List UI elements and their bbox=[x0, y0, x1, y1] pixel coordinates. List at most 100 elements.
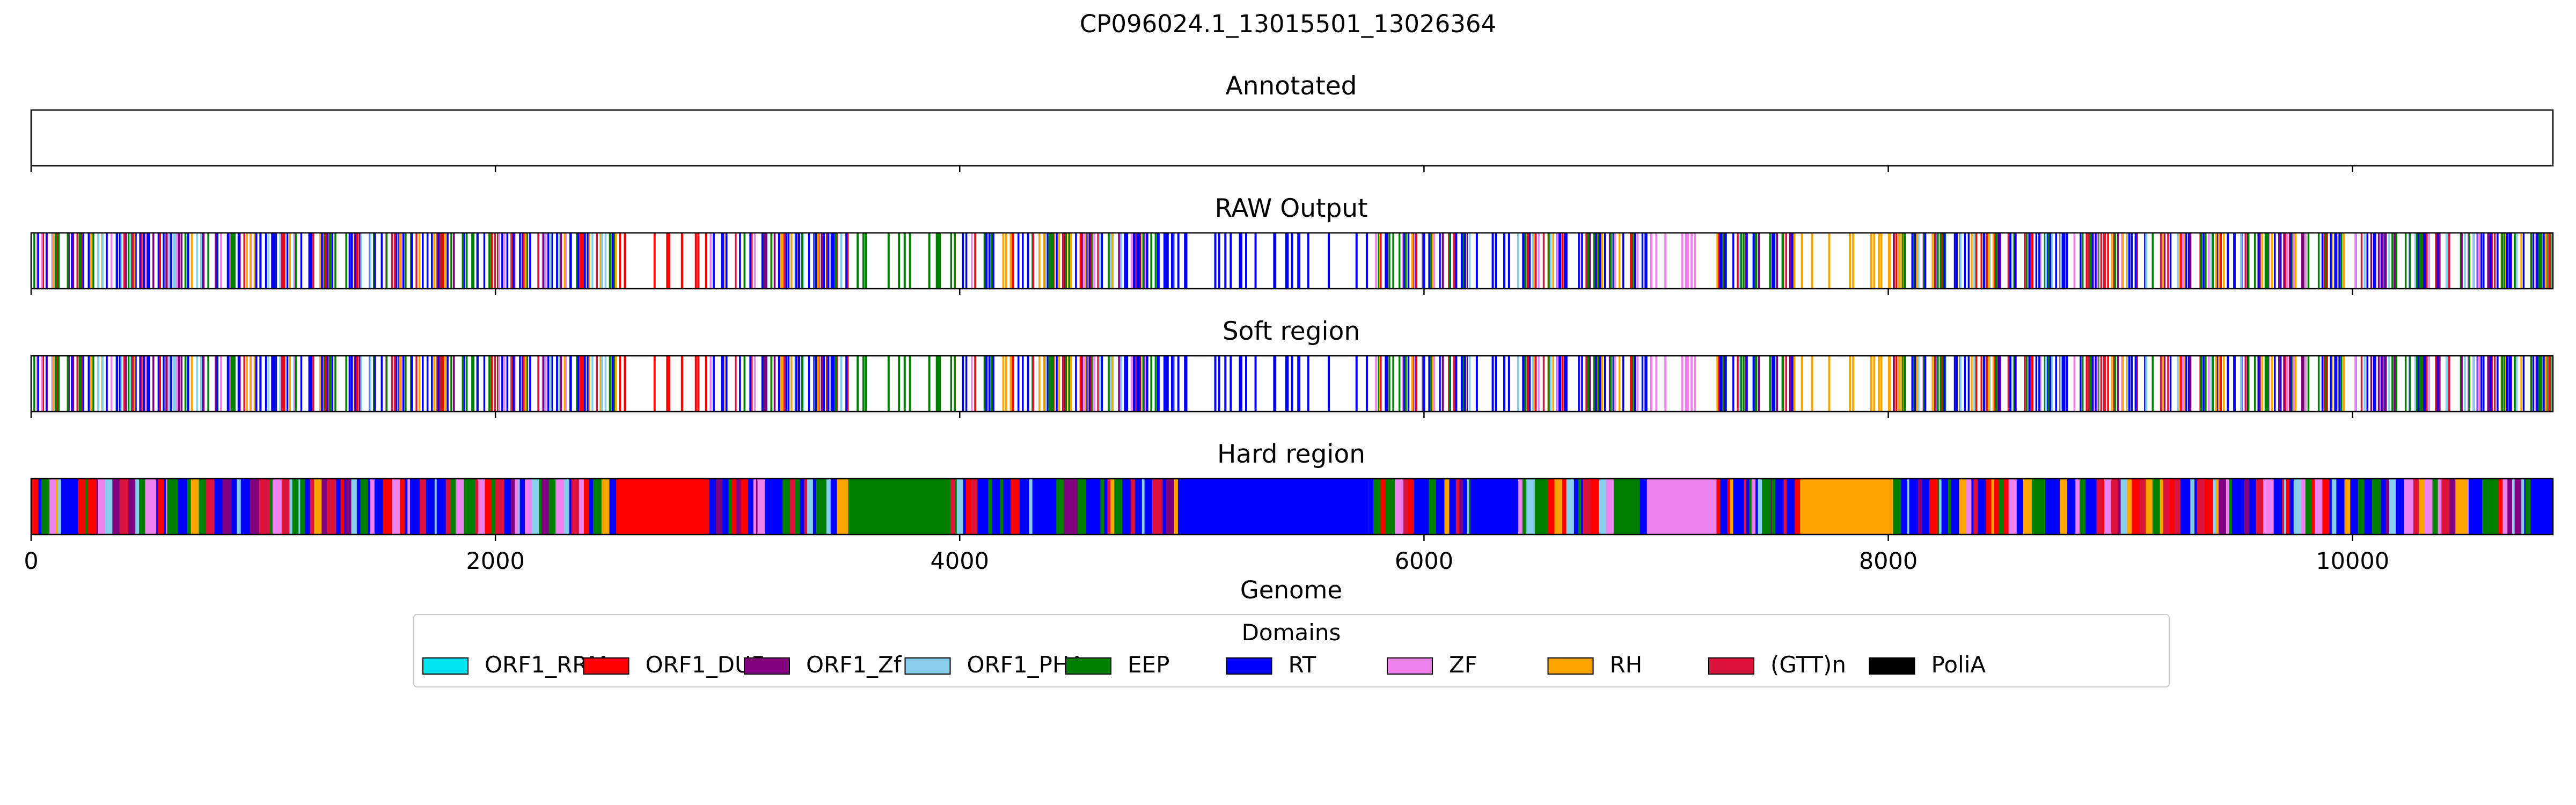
hard-region-block bbox=[2358, 479, 2365, 535]
hard-region-block bbox=[515, 479, 519, 535]
hard-region-block bbox=[1394, 479, 1404, 535]
hard-region-block bbox=[456, 479, 464, 535]
track-frame bbox=[30, 109, 2554, 167]
hard-region-block bbox=[2282, 479, 2285, 535]
legend-swatch bbox=[583, 657, 630, 675]
hard-region-block bbox=[1403, 479, 1409, 535]
hard-region-block bbox=[1094, 479, 1101, 535]
hard-region-block bbox=[1056, 479, 1059, 535]
hard-region-block bbox=[119, 479, 120, 535]
hard-region-block bbox=[996, 479, 1001, 535]
hard-region-block bbox=[2289, 479, 2294, 535]
hard-region-block bbox=[2169, 479, 2175, 535]
hard-region-block bbox=[1991, 479, 1995, 535]
hard-region-block bbox=[2110, 479, 2119, 535]
hard-region-block bbox=[2095, 479, 2097, 535]
hard-region-block bbox=[1086, 479, 1095, 535]
hard-region-block bbox=[2507, 479, 2513, 535]
hard-region-block bbox=[281, 479, 290, 535]
hard-region-block bbox=[2311, 479, 2315, 535]
hard-region-block bbox=[1048, 479, 1057, 535]
hard-region-block bbox=[609, 479, 612, 535]
hard-region-block bbox=[451, 479, 456, 535]
hard-region-block bbox=[593, 479, 602, 535]
hard-region-block bbox=[2127, 479, 2132, 535]
hard-region-block bbox=[2139, 479, 2146, 535]
hard-region-block bbox=[1746, 479, 1750, 535]
hard-region-block bbox=[1722, 479, 1728, 535]
hard-region-block bbox=[2336, 479, 2345, 535]
hard-region-block bbox=[165, 479, 167, 535]
hard-region-block bbox=[184, 479, 188, 535]
hard-region-block bbox=[1144, 479, 1153, 535]
hard-region-block bbox=[191, 479, 199, 535]
hard-region-block bbox=[1543, 479, 1548, 535]
hard-region-block bbox=[1467, 479, 1469, 535]
hard-region-block bbox=[2424, 479, 2433, 535]
hard-region-block bbox=[1548, 479, 1555, 535]
x-axis: 0 2000 4000 6000 8000 10000 bbox=[24, 548, 2389, 575]
hard-region-block bbox=[2284, 479, 2287, 535]
hard-region-block bbox=[1518, 479, 1523, 535]
track-raw-output bbox=[30, 232, 2554, 295]
hard-region-block bbox=[2215, 479, 2219, 535]
hard-region-block bbox=[360, 479, 369, 535]
hard-region-block bbox=[1032, 479, 1040, 535]
hard-region-block bbox=[418, 479, 420, 535]
x-tick-label: 8000 bbox=[1859, 548, 1918, 575]
hard-region-block bbox=[736, 479, 741, 535]
hard-region-block bbox=[2344, 479, 2351, 535]
hard-region-block bbox=[2389, 479, 2396, 535]
hard-region-block bbox=[1929, 479, 1938, 535]
hard-region-block bbox=[1373, 479, 1381, 535]
hard-region-block bbox=[548, 479, 556, 535]
hard-region-block bbox=[1739, 479, 1744, 535]
hard-region-block bbox=[2492, 479, 2497, 535]
hard-region-block bbox=[2249, 479, 2257, 535]
hard-region-block bbox=[392, 479, 400, 535]
hard-region-block bbox=[1029, 479, 1033, 535]
hard-region-block bbox=[2432, 479, 2438, 535]
hard-region-block bbox=[950, 479, 956, 535]
hard-region-block bbox=[1524, 479, 1527, 535]
hard-region-block bbox=[841, 479, 849, 535]
hard-region-block bbox=[813, 479, 817, 535]
hard-region-block bbox=[2229, 479, 2233, 535]
hard-region-block bbox=[434, 479, 437, 535]
legend-swatch bbox=[422, 657, 469, 675]
hard-region-block bbox=[464, 479, 467, 535]
hard-region-block bbox=[764, 479, 767, 535]
hard-region-block bbox=[1574, 479, 1579, 535]
hard-region-block bbox=[1951, 479, 1959, 535]
hard-region-block bbox=[977, 479, 987, 535]
hard-region-block bbox=[1901, 479, 1908, 535]
hard-region-block bbox=[1762, 479, 1771, 535]
hard-region-block bbox=[1744, 479, 1747, 535]
hard-region-block bbox=[1386, 479, 1395, 535]
hard-region-block bbox=[163, 479, 166, 535]
track-frame bbox=[30, 478, 2554, 536]
hard-region-block bbox=[314, 479, 322, 535]
hard-region-block bbox=[722, 479, 724, 535]
hard-region-block bbox=[1978, 479, 1986, 535]
hard-region-block bbox=[1617, 479, 1627, 535]
hard-region-block bbox=[2120, 479, 2128, 535]
hard-region-block bbox=[1783, 479, 1787, 535]
hard-region-block bbox=[518, 479, 521, 535]
hard-region-block bbox=[988, 479, 992, 535]
hard-region-block bbox=[346, 479, 352, 535]
hard-region-block bbox=[259, 479, 266, 535]
hard-region-block bbox=[1733, 479, 1740, 535]
hard-region-block bbox=[963, 479, 967, 535]
hard-region-block bbox=[2372, 479, 2381, 535]
hard-region-block bbox=[327, 479, 336, 535]
legend-label: ORF1_Zf bbox=[806, 652, 902, 678]
hard-region-block bbox=[265, 479, 270, 535]
legend-swatch bbox=[1226, 657, 1272, 675]
hard-region-block bbox=[2180, 479, 2184, 535]
hard-region-block bbox=[2385, 479, 2390, 535]
hard-region-block bbox=[2031, 479, 2041, 535]
hard-region-block bbox=[300, 479, 305, 535]
hard-region-block bbox=[1986, 479, 1992, 535]
